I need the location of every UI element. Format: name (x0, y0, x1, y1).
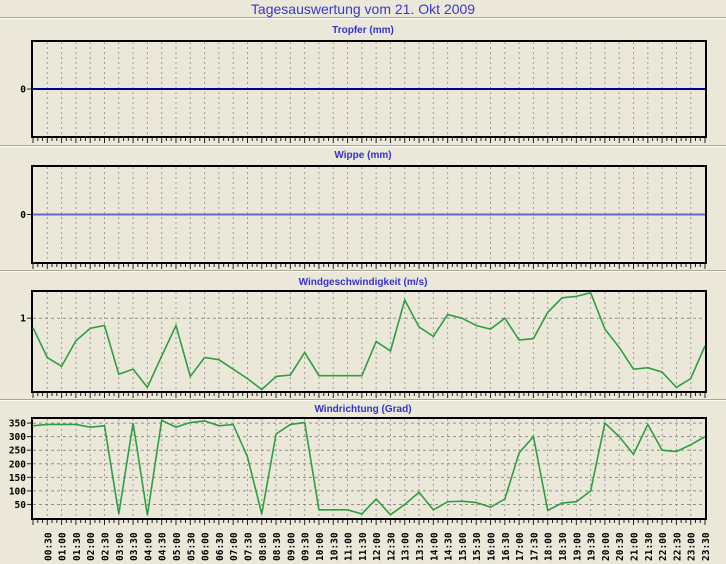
chart-0: 0 (20, 40, 707, 143)
chart-3: 350 300 250 200 150 100 50 (9, 417, 707, 525)
chart-0-xticks (32, 138, 706, 143)
chart-title-wippe: Wippe (mm) (334, 150, 392, 161)
svg-text:21:00: 21:00 (630, 532, 641, 561)
svg-text:17:00: 17:00 (515, 532, 526, 561)
chart-2-border (31, 290, 707, 393)
svg-text:07:00: 07:00 (229, 532, 240, 561)
svg-text:21:30: 21:30 (644, 532, 655, 561)
chart-3-xticks (32, 520, 706, 525)
svg-text:04:00: 04:00 (143, 532, 154, 561)
chart-2-xticks (32, 393, 706, 398)
svg-text:09:30: 09:30 (301, 532, 312, 561)
svg-text:300: 300 (9, 432, 26, 443)
svg-text:08:30: 08:30 (272, 532, 283, 561)
chart-3-series-line (32, 419, 706, 516)
svg-text:22:00: 22:00 (658, 532, 669, 561)
svg-text:01:00: 01:00 (58, 532, 69, 561)
svg-text:17:30: 17:30 (529, 532, 540, 561)
svg-text:13:30: 13:30 (415, 532, 426, 561)
svg-text:01:30: 01:30 (72, 532, 83, 561)
svg-text:18:30: 18:30 (558, 532, 569, 561)
svg-text:23:00: 23:00 (687, 532, 698, 561)
svg-text:15:00: 15:00 (458, 532, 469, 561)
chart-3-vgrid (46, 419, 692, 518)
chart-1-vgrid (46, 167, 692, 262)
chart-3-yaxis: 350 300 250 200 150 100 50 (9, 419, 32, 511)
svg-text:1: 1 (20, 314, 26, 325)
chart-title-windgeschwindigkeit: Windgeschwindigkeit (m/s) (298, 277, 428, 288)
separator-1 (0, 145, 726, 147)
svg-text:15:30: 15:30 (472, 532, 483, 561)
chart-1-xticks (32, 264, 706, 269)
svg-text:00:30: 00:30 (43, 532, 54, 561)
svg-text:04:30: 04:30 (158, 532, 169, 561)
svg-text:20:00: 20:00 (601, 532, 612, 561)
chart-0-yaxis: 0 (20, 85, 32, 96)
svg-text:14:30: 14:30 (444, 532, 455, 561)
chart-2: 1 (20, 290, 707, 398)
svg-text:05:30: 05:30 (186, 532, 197, 561)
svg-text:03:00: 03:00 (115, 532, 126, 561)
svg-text:50: 50 (15, 500, 27, 511)
chart-1-yaxis: 0 (20, 210, 32, 221)
svg-text:19:00: 19:00 (572, 532, 583, 561)
svg-text:06:30: 06:30 (215, 532, 226, 561)
svg-text:22:30: 22:30 (672, 532, 683, 561)
x-axis-labels: 00:30 01:00 01:30 02:00 02:30 03:00 03:30 04:00… (43, 532, 712, 561)
svg-text:100: 100 (9, 486, 26, 497)
separator-3 (0, 399, 726, 401)
svg-text:0: 0 (20, 210, 26, 221)
svg-text:08:00: 08:00 (258, 532, 269, 561)
svg-text:19:30: 19:30 (587, 532, 598, 561)
chart-3-border (31, 417, 707, 520)
chart-title-windrichtung: Windrichtung (Grad) (314, 404, 412, 415)
svg-text:11:00: 11:00 (344, 532, 355, 561)
svg-text:06:00: 06:00 (201, 532, 212, 561)
svg-text:250: 250 (9, 446, 26, 457)
chart-2-vgrid (46, 292, 692, 391)
chart-title-tropfer: Tropfer (mm) (332, 25, 394, 36)
svg-text:12:30: 12:30 (386, 532, 397, 561)
svg-text:02:30: 02:30 (100, 532, 111, 561)
svg-text:14:00: 14:00 (429, 532, 440, 561)
svg-text:20:30: 20:30 (615, 532, 626, 561)
chart-3-hgrid (33, 422, 705, 505)
svg-text:09:00: 09:00 (286, 532, 297, 561)
svg-text:150: 150 (9, 473, 26, 484)
chart-2-yaxis: 1 (20, 314, 32, 325)
svg-text:10:30: 10:30 (329, 532, 340, 561)
separator-2 (0, 270, 726, 272)
svg-text:13:00: 13:00 (401, 532, 412, 561)
svg-text:02:00: 02:00 (86, 532, 97, 561)
svg-text:350: 350 (9, 419, 26, 430)
svg-text:18:00: 18:00 (544, 532, 555, 561)
svg-text:23:30: 23:30 (701, 532, 712, 561)
svg-text:12:00: 12:00 (372, 532, 383, 561)
chart-0-border (31, 40, 707, 138)
chart-2-series-line (32, 291, 706, 391)
svg-text:16:00: 16:00 (487, 532, 498, 561)
svg-text:200: 200 (9, 459, 26, 470)
page-title: Tagesauswertung vom 21. Okt 2009 (250, 1, 476, 17)
separator-top (0, 17, 726, 19)
chart-1-border (31, 165, 707, 264)
svg-text:03:30: 03:30 (129, 532, 140, 561)
svg-text:0: 0 (20, 85, 26, 96)
svg-text:05:00: 05:00 (172, 532, 183, 561)
svg-text:16:30: 16:30 (501, 532, 512, 561)
svg-text:10:00: 10:00 (315, 532, 326, 561)
svg-text:07:30: 07:30 (243, 532, 254, 561)
svg-text:11:30: 11:30 (358, 532, 369, 561)
chart-1: 0 (20, 165, 707, 269)
